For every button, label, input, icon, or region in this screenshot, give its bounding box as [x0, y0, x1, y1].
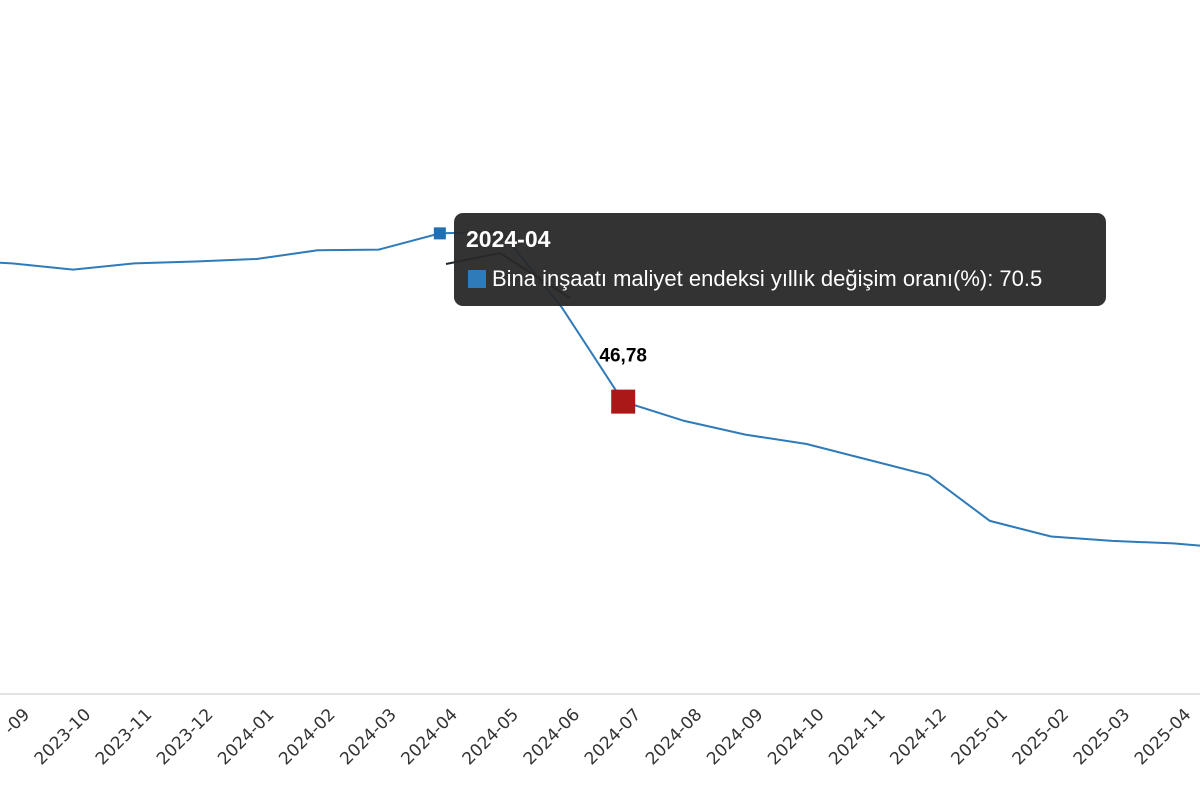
x-tick-label: 2023-11 — [92, 705, 156, 769]
x-tick-label: 2024-11 — [825, 705, 889, 769]
x-tick-label: 2023-10 — [31, 705, 95, 769]
x-tick-label: 2025-02 — [1009, 705, 1073, 769]
x-tick-label: 2024-08 — [642, 705, 706, 769]
x-tick-label: -09 — [0, 705, 34, 739]
highlight-point-marker[interactable] — [611, 389, 636, 414]
x-tick-label: 2024-12 — [886, 705, 950, 769]
tooltip-title: 2024-04 — [466, 226, 551, 252]
tooltip-series-swatch — [468, 270, 486, 288]
x-tick-label: 2024-02 — [275, 705, 339, 769]
x-tick-label: 2024-03 — [336, 705, 400, 769]
x-axis-ticks: -092023-102023-112023-122024-012024-0220… — [0, 705, 1195, 769]
tooltip: 2024-04 Bina inşaatı maliyet endeksi yıl… — [454, 213, 1106, 306]
tooltip-series-text: Bina inşaatı maliyet endeksi yıllık deği… — [492, 266, 1043, 291]
hover-point-marker[interactable] — [433, 227, 446, 240]
x-tick-label: 2025-03 — [1070, 705, 1134, 769]
x-tick-label: 2024-09 — [703, 705, 767, 769]
markers — [433, 227, 636, 414]
x-tick-label: 2024-10 — [764, 705, 828, 769]
data-label: 46,78 — [599, 346, 647, 367]
x-tick-label: 2024-05 — [459, 705, 523, 769]
x-tick-label: 2024-04 — [397, 705, 461, 769]
x-tick-label: 2024-07 — [581, 705, 645, 769]
x-tick-label: 2023-12 — [153, 705, 217, 769]
x-tick-label: 2024-06 — [520, 705, 584, 769]
x-tick-label: 2025-01 — [948, 705, 1012, 769]
series-line — [0, 230, 1200, 547]
tooltip-series-row: Bina inşaatı maliyet endeksi yıllık deği… — [466, 266, 1094, 292]
x-tick-label: 2024-01 — [214, 705, 278, 769]
x-tick-label: 2025-04 — [1131, 705, 1195, 769]
